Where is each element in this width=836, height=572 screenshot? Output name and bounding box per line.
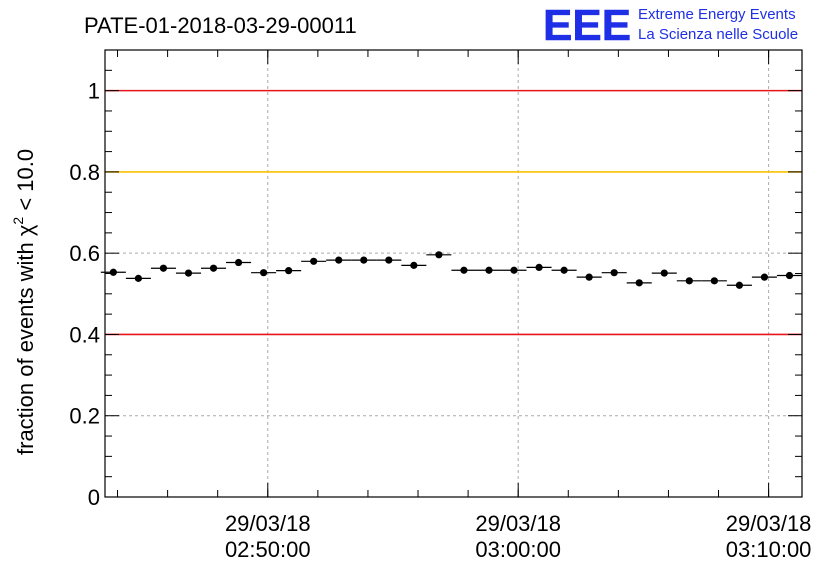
logo-mark: EEE: [543, 1, 631, 50]
point-marker: [109, 268, 117, 276]
point-marker: [735, 281, 743, 289]
x-tick-date: 29/03/18: [475, 511, 561, 536]
data-point: [175, 269, 201, 277]
point-marker: [460, 266, 468, 274]
data-point: [376, 256, 402, 264]
y-axis-label: fraction of events with χ2 < 10.0: [10, 149, 38, 455]
point-marker: [310, 257, 318, 265]
point-marker: [760, 273, 769, 281]
axis-ticks: [105, 50, 802, 498]
x-tick-labels: 29/03/1802:50:0029/03/1803:00:0029/03/18…: [225, 511, 811, 562]
point-marker: [184, 269, 193, 277]
point-marker: [435, 251, 443, 259]
data-point: [301, 257, 327, 265]
y-tick-label: 0.2: [69, 404, 100, 429]
data-point: [551, 266, 577, 274]
y-tick-label: 1: [88, 79, 100, 104]
point-marker: [685, 277, 693, 285]
x-tick-date: 29/03/18: [726, 511, 812, 536]
point-marker: [335, 256, 343, 264]
data-point: [226, 258, 252, 267]
x-tick-date: 29/03/18: [225, 511, 311, 536]
point-marker: [360, 256, 368, 264]
point-marker: [209, 264, 218, 272]
point-marker: [285, 267, 293, 275]
y-axis-label-tail: < 10.0: [13, 149, 38, 217]
data-point: [100, 268, 126, 276]
y-tick-label: 0: [88, 485, 100, 510]
data-points: [100, 251, 802, 289]
point-marker: [134, 274, 142, 282]
reference-lines: [105, 89, 802, 336]
data-point: [125, 274, 151, 282]
data-point: [601, 269, 627, 277]
point-marker: [660, 269, 668, 277]
data-point: [276, 267, 302, 275]
point-marker: [610, 269, 618, 277]
y-axis-label-main: fraction of events with χ: [13, 224, 38, 455]
point-marker: [259, 269, 268, 277]
point-marker: [785, 271, 794, 280]
y-tick-label: 0.6: [69, 241, 100, 266]
point-marker: [510, 266, 518, 274]
data-point: [351, 256, 377, 264]
data-point: [576, 273, 602, 281]
data-point: [326, 256, 352, 264]
data-point: [251, 269, 277, 277]
point-marker: [159, 264, 168, 272]
data-point: [426, 251, 452, 259]
y-axis-label-sup: 2: [10, 217, 26, 225]
y-tick-label: 0.4: [69, 322, 100, 347]
data-point: [451, 266, 477, 274]
data-point: [651, 269, 677, 277]
point-marker: [710, 277, 718, 285]
data-point: [476, 266, 502, 274]
data-point: [726, 281, 752, 289]
logo-line1: Extreme Energy Events: [638, 6, 796, 23]
data-point: [200, 264, 227, 272]
data-point: [626, 279, 652, 287]
x-tick-time: 03:10:00: [726, 537, 812, 562]
plot-frame: [104, 49, 803, 498]
y-tick-labels: 0 0.2 0.4 0.6 0.8 1: [69, 79, 100, 510]
x-tick-time: 03:00:00: [475, 537, 561, 562]
point-marker: [485, 266, 493, 274]
logo-line2: La Scienza nelle Scuole: [638, 26, 798, 43]
chart-title: PATE-01-2018-03-29-00011: [84, 13, 357, 38]
point-marker: [635, 279, 643, 287]
data-point: [776, 271, 802, 280]
data-point: [526, 263, 552, 272]
data-point: [150, 264, 176, 272]
data-point: [751, 273, 777, 281]
eee-logo: EEE Extreme Energy Events La Scienza nel…: [543, 1, 798, 51]
point-marker: [385, 256, 393, 264]
data-point: [401, 261, 427, 269]
point-marker: [585, 273, 593, 281]
point-marker: [560, 266, 568, 274]
point-marker: [410, 261, 418, 269]
data-point: [701, 277, 727, 285]
grid-lines: [105, 50, 802, 497]
data-point: [501, 266, 527, 274]
y-tick-label: 0.8: [69, 160, 100, 185]
point-marker: [535, 263, 543, 272]
data-point: [676, 277, 702, 285]
point-marker: [234, 258, 243, 267]
x-tick-time: 02:50:00: [225, 537, 311, 562]
